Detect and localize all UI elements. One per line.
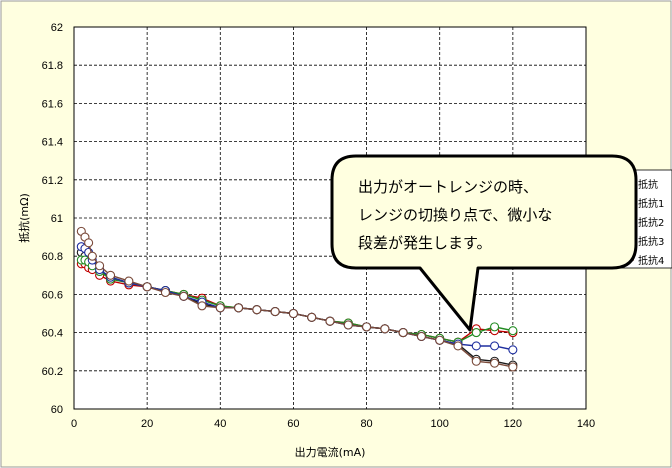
series-抵抗4-point bbox=[380, 324, 390, 334]
series-抵抗4-point bbox=[508, 362, 518, 372]
x-tick-label: 120 bbox=[504, 418, 522, 430]
x-tick-label: 0 bbox=[71, 418, 77, 430]
x-tick-label: 60 bbox=[287, 418, 299, 430]
series-抵抗4-point bbox=[362, 322, 372, 332]
legend-label: 抵抗2 bbox=[638, 216, 664, 229]
tick-labels: 0 20 40 60 80 100 120 140 60 60.2 60.4 60.6 60.8 61 61… bbox=[42, 22, 596, 430]
legend-label: 抵抗 bbox=[638, 178, 658, 191]
y-tick-label: 61.6 bbox=[42, 98, 63, 110]
x-tick-label: 20 bbox=[141, 418, 153, 430]
series-抵抗4-point bbox=[234, 303, 244, 313]
y-tick-label: 61 bbox=[51, 213, 63, 225]
series-抵抗4-point bbox=[343, 320, 353, 330]
y-tick-label: 61.2 bbox=[42, 175, 63, 187]
series-抵抗4-point bbox=[142, 282, 152, 292]
series-抵抗4-point bbox=[288, 308, 298, 319]
x-tick-label: 140 bbox=[577, 418, 595, 430]
series-group bbox=[76, 226, 518, 372]
y-axis-title: 抵抗(mΩ) bbox=[17, 193, 31, 243]
x-tick-label: 100 bbox=[431, 418, 449, 430]
series-抵抗4-point bbox=[124, 276, 134, 286]
series-抵抗4-point bbox=[398, 328, 408, 338]
callout-line-2: レンジの切換り点で、微小な bbox=[358, 206, 552, 224]
series-抵抗3-point bbox=[508, 345, 518, 355]
y-tick-label: 60.4 bbox=[42, 328, 63, 340]
legend-label: 抵抗1 bbox=[638, 197, 664, 210]
callout-bubble bbox=[330, 154, 638, 332]
y-tick-label: 61.8 bbox=[42, 60, 63, 72]
series-抵抗4-point bbox=[87, 251, 97, 261]
legend-label: 抵抗4 bbox=[638, 254, 664, 267]
x-tick-label: 80 bbox=[360, 418, 372, 430]
series-抵抗4-point bbox=[307, 312, 317, 322]
series-抵抗4-point bbox=[435, 335, 445, 345]
series-抵抗4-point bbox=[84, 238, 94, 248]
series-抵抗4-point bbox=[197, 301, 207, 311]
x-axis-title: 出力電流(mA) bbox=[295, 445, 366, 459]
series-抵抗4-point bbox=[325, 316, 335, 326]
series-抵抗4-point bbox=[179, 291, 189, 301]
series-抵抗4-point bbox=[490, 358, 500, 368]
y-tick-label: 60.6 bbox=[42, 289, 63, 301]
series-抵抗2-point bbox=[471, 328, 481, 338]
callout: 出力がオートレンジの時、 レンジの切換り点で、微小な 段差が発生します。 bbox=[330, 154, 638, 332]
callout-line-3: 段差が発生します。 bbox=[358, 234, 492, 252]
series-抵抗3-point bbox=[490, 341, 500, 351]
series-抵抗4-point bbox=[471, 356, 481, 366]
series-抵抗2-point bbox=[490, 322, 500, 332]
series-抵抗4-point bbox=[95, 261, 105, 271]
series-抵抗4-point bbox=[252, 305, 262, 315]
series-抵抗4-line bbox=[80, 231, 514, 368]
series-抵抗4-point bbox=[453, 341, 463, 351]
x-tick-label: 40 bbox=[214, 418, 226, 430]
y-tick-label: 61.4 bbox=[42, 137, 63, 149]
legend-label: 抵抗3 bbox=[638, 235, 664, 248]
y-tick-label: 62 bbox=[51, 22, 63, 34]
callout-line-1: 出力がオートレンジの時、 bbox=[358, 178, 538, 196]
y-tick-label: 60 bbox=[51, 404, 63, 416]
series-抵抗4-point bbox=[215, 303, 225, 313]
y-tick-label: 60.2 bbox=[42, 366, 63, 378]
series-抵抗4-point bbox=[416, 331, 426, 341]
series-抵抗4-point bbox=[270, 307, 280, 317]
series-抵抗4-point bbox=[106, 270, 116, 280]
series-抵抗3-point bbox=[471, 341, 481, 351]
series-抵抗4-point bbox=[160, 287, 170, 298]
y-tick-label: 60.8 bbox=[42, 251, 63, 263]
series-抵抗2-point bbox=[508, 326, 518, 336]
